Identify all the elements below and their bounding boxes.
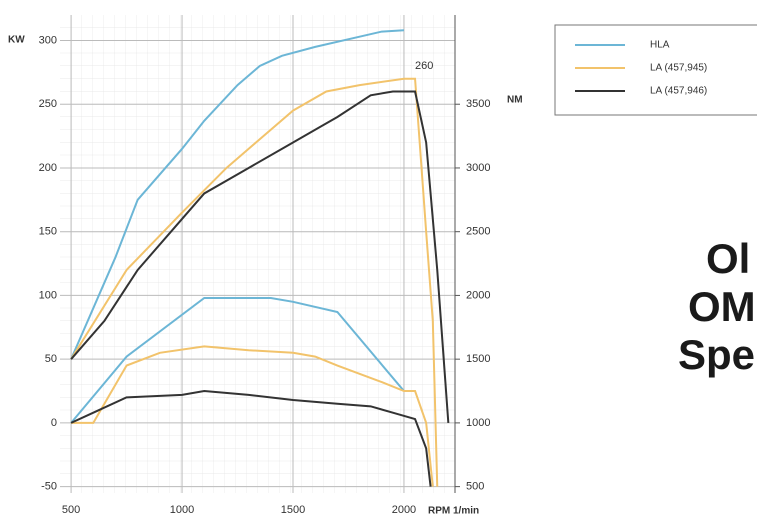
legend-label: HLA <box>650 40 670 51</box>
side-text: Spe <box>678 331 755 378</box>
y-tick-label: 50 <box>45 353 57 365</box>
y-tick-label: -50 <box>41 481 57 493</box>
side-text: OM <box>688 283 756 330</box>
x-tick-label: 2000 <box>392 504 416 516</box>
series-line <box>70 390 432 487</box>
legend-label: LA (457,946) <box>650 86 707 97</box>
series-line <box>70 29 405 360</box>
series-line <box>70 90 450 423</box>
y-tick-label: 200 <box>39 162 57 174</box>
grid-group: 500 1000 1500 2000 -50 0 50 100 150 200 250 300 500 1… <box>39 15 490 516</box>
minor-grid <box>60 15 455 493</box>
legend: HLA LA (457,945) LA (457,946) <box>575 40 707 97</box>
y-tick-label: 0 <box>51 417 57 429</box>
y2-axis-label: NM <box>507 95 523 106</box>
series-line <box>70 77 439 487</box>
x-tick-label: 1500 <box>281 504 305 516</box>
series-line <box>71 345 434 487</box>
y-tick-label: 150 <box>39 226 57 238</box>
series-line <box>70 296 405 424</box>
legend-box <box>554 24 757 116</box>
legend-label: LA (457,945) <box>650 63 707 74</box>
y-tick-label: 100 <box>39 289 57 301</box>
y2-tick-label: 3000 <box>466 162 490 174</box>
y2-tick-label: 500 <box>466 481 484 493</box>
side-text: Ol <box>706 235 750 282</box>
y2-tick-label: 2000 <box>466 289 490 301</box>
y2-tick-label: 2500 <box>466 226 490 238</box>
y-tick-label: 300 <box>39 34 57 46</box>
lines-group <box>70 29 450 487</box>
x-tick-label: 500 <box>62 504 80 516</box>
x-tick-label: 1000 <box>170 504 194 516</box>
y2-tick-label: 3500 <box>466 98 490 110</box>
y-axis-label: KW <box>8 35 25 46</box>
annotation: 260 <box>415 60 433 72</box>
x-axis-label: RPM 1/min <box>428 506 479 517</box>
y2-tick-label: 1500 <box>466 353 490 365</box>
y2-tick-label: 1000 <box>466 417 490 429</box>
y-tick-label: 250 <box>39 98 57 110</box>
